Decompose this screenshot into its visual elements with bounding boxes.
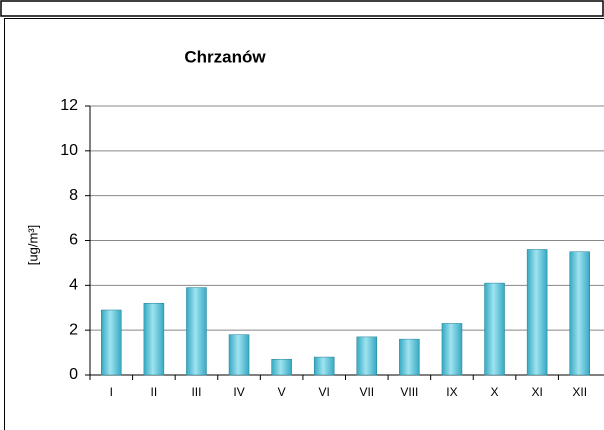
bar	[484, 282, 505, 376]
x-tick-label: XII	[572, 385, 587, 399]
x-tick-label: VI	[319, 385, 330, 399]
bar	[526, 249, 548, 376]
x-tick-label: VIII	[400, 385, 418, 399]
x-tick-label: II	[151, 385, 158, 399]
y-tick-label: 12	[60, 97, 78, 114]
bar	[143, 303, 165, 376]
bar	[228, 334, 250, 376]
y-tick-label: 10	[60, 142, 78, 159]
x-tick-label: I	[110, 385, 113, 399]
bar	[186, 287, 207, 376]
bar	[356, 336, 378, 376]
y-tick-label: 4	[69, 277, 78, 294]
y-tick-label: 6	[69, 232, 78, 249]
x-tick-label: VII	[359, 385, 374, 399]
y-axis-label: [ug/m³]	[25, 225, 40, 265]
x-tick-label: V	[278, 385, 286, 399]
y-tick-label: 2	[69, 321, 78, 338]
x-tick-label: IV	[233, 385, 244, 399]
x-tick-label: X	[491, 385, 499, 399]
y-tick-label: 0	[69, 366, 78, 383]
x-tick-label: XI	[531, 385, 542, 399]
bar	[101, 309, 122, 376]
chart-frame	[4, 18, 604, 430]
y-tick-label: 8	[69, 187, 78, 204]
bar	[441, 323, 463, 376]
bar	[313, 356, 335, 376]
top-strip	[0, 0, 604, 17]
x-tick-label: IX	[446, 385, 457, 399]
bar	[271, 359, 292, 376]
x-tick-label: III	[191, 385, 201, 399]
bar	[569, 251, 590, 376]
bar	[399, 338, 420, 376]
chart-title: Chrzanów	[184, 47, 266, 66]
